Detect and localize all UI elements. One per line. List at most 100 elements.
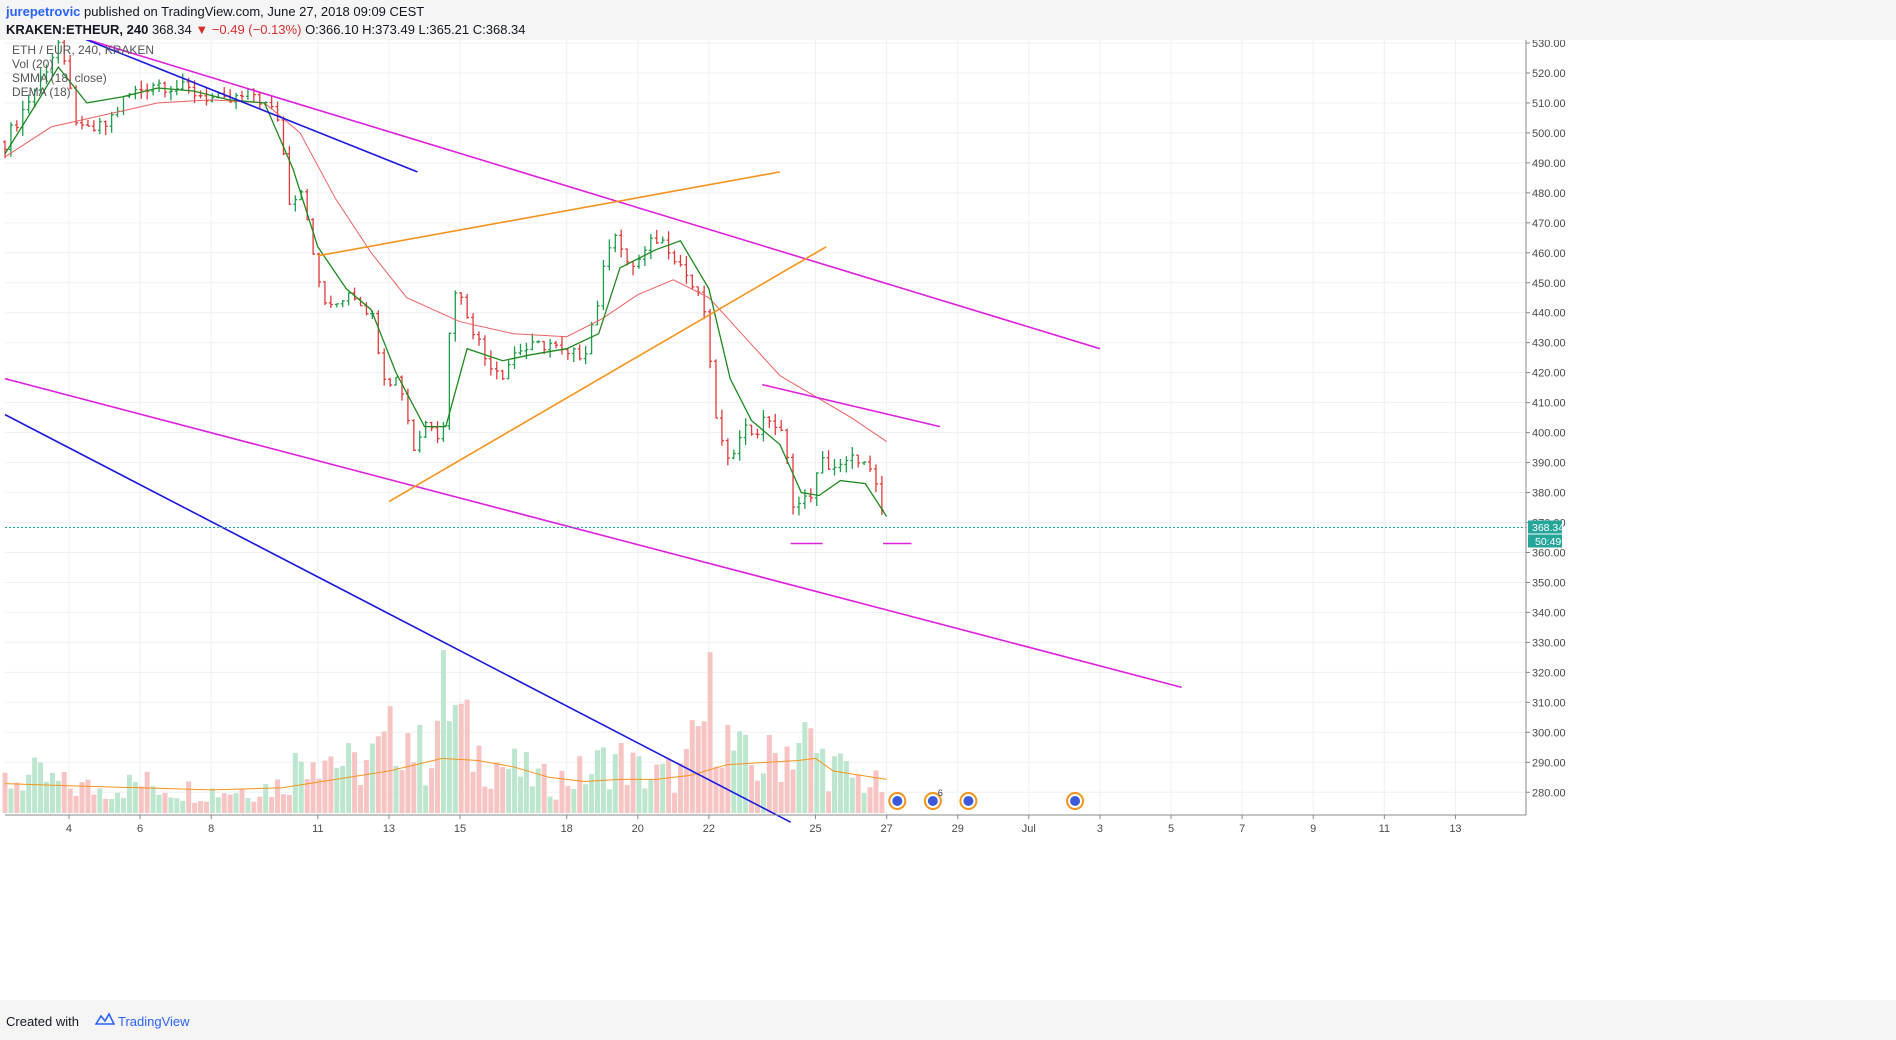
short-blue-line [84, 40, 418, 173]
tradingview-brand[interactable]: TradingView [118, 1014, 190, 1029]
volume-bar [630, 752, 636, 813]
y-tick-label: 450.00 [1532, 278, 1566, 290]
upper-channel-line [85, 40, 1101, 350]
y-tick-label: 420.00 [1532, 368, 1566, 380]
countdown-tag-bg [1528, 534, 1562, 548]
volume-bar [802, 722, 808, 813]
symbol-label: KRAKEN:ETHEUR, 240 [6, 22, 149, 37]
volume-bar [334, 767, 340, 813]
volume-bar [43, 781, 49, 813]
volume-bar [565, 786, 571, 813]
volume-bar [26, 774, 32, 813]
volume-bar [506, 768, 512, 813]
volume-bar [209, 788, 215, 813]
volume-bar [38, 762, 44, 813]
volume-bar [126, 774, 132, 813]
volume-bar [168, 797, 174, 813]
x-tick-label: 11 [312, 823, 323, 835]
volume-bar [571, 788, 577, 813]
event-icon-core [892, 796, 903, 806]
publisher-name[interactable]: jurepetrovic [6, 4, 81, 19]
volume-bar [689, 720, 695, 813]
volume-bar [138, 786, 144, 813]
x-tick-label: 8 [208, 823, 214, 835]
volume-bar [672, 792, 678, 813]
volume-bar [648, 779, 654, 813]
time-axis[interactable]: 4 6 8 11 13 15 18 20 22 25 27 29 Jul 3 5 7 9 11 13 [66, 815, 1462, 835]
volume-bar [14, 782, 20, 813]
y-tick-label: 400.00 [1532, 428, 1566, 440]
volume-bar [429, 768, 435, 813]
volume-bar [67, 788, 73, 813]
volume-bar [754, 780, 760, 813]
event-icon-1 [888, 792, 907, 810]
volume-ma-line [4, 757, 887, 791]
chart-footer: Created with TradingView [0, 1000, 1896, 1040]
legend-vol: Vol (20) [12, 57, 53, 71]
volume-bar [541, 763, 547, 813]
volume-bar [595, 750, 600, 813]
legend-title: ETH / EUR, 240, KRAKEN [12, 43, 154, 57]
x-tick-label: 25 [809, 823, 821, 835]
price-chart[interactable]: 6 530.00520.00510.00500.00490.00480.0047… [0, 40, 1896, 1000]
publisher-line: jurepetrovic published on TradingView.co… [6, 4, 424, 19]
ohlc-values: O:366.10 H:373.49 L:365.21 C:368.34 [305, 22, 526, 37]
wedge-lower-line [388, 246, 827, 503]
volume-bar [826, 791, 832, 813]
short-resistance-line [762, 383, 941, 428]
volume-bar [97, 788, 103, 813]
volume-bar [867, 787, 873, 813]
volume-bar [340, 765, 346, 813]
volume-bar [198, 801, 204, 813]
price-tag-bg [1528, 520, 1562, 534]
volume-bar [103, 798, 109, 813]
volume-bar [743, 734, 749, 813]
volume-bar [387, 706, 393, 813]
volume-bar [719, 767, 725, 813]
volume-bar [292, 753, 298, 813]
volume-bar [654, 764, 660, 813]
x-tick-label: 22 [703, 823, 715, 835]
x-tick-label: 9 [1310, 823, 1316, 835]
volume-bar [589, 774, 595, 813]
volume-bar [55, 780, 61, 813]
y-tick-label: 480.00 [1532, 188, 1566, 200]
volume-bar [523, 752, 529, 813]
volume-bar [476, 745, 482, 813]
tradingview-logo-icon[interactable] [95, 1012, 115, 1026]
volume-bar [784, 746, 790, 813]
volume-bar [725, 725, 731, 813]
y-tick-label: 390.00 [1532, 458, 1566, 470]
volume-bar [233, 793, 239, 813]
volume-bar [796, 742, 802, 813]
y-tick-label: 510.00 [1532, 98, 1566, 110]
volume-bar [636, 756, 642, 813]
volume-bar [660, 763, 666, 813]
y-tick-label: 460.00 [1532, 248, 1566, 260]
volume-bar [606, 789, 612, 813]
y-tick-label: 320.00 [1532, 667, 1566, 679]
volume-bar [298, 761, 304, 813]
volume-bar [766, 734, 772, 813]
volume-bar [227, 794, 233, 813]
volume-bar [683, 748, 689, 813]
y-tick-label: 530.00 [1532, 40, 1566, 50]
volume-bar [559, 770, 565, 813]
volume-bar [417, 724, 423, 813]
volume-bar [701, 721, 707, 813]
volume-bar [731, 750, 737, 813]
volume-bar [215, 797, 221, 813]
price-tag-label: 368.34 [1532, 522, 1564, 534]
event-icon-core [927, 796, 938, 806]
volume-bar [393, 765, 399, 813]
y-tick-label: 340.00 [1532, 607, 1566, 619]
event-icon-core [1070, 796, 1081, 806]
volume-bar [423, 785, 429, 813]
volume-bar [132, 782, 138, 813]
volume-bar [778, 781, 784, 813]
volume-bar [861, 793, 867, 813]
x-tick-label: 6 [137, 823, 143, 835]
volume-bar [2, 772, 8, 813]
y-tick-label: 380.00 [1532, 488, 1566, 500]
volume-bar [760, 773, 766, 813]
